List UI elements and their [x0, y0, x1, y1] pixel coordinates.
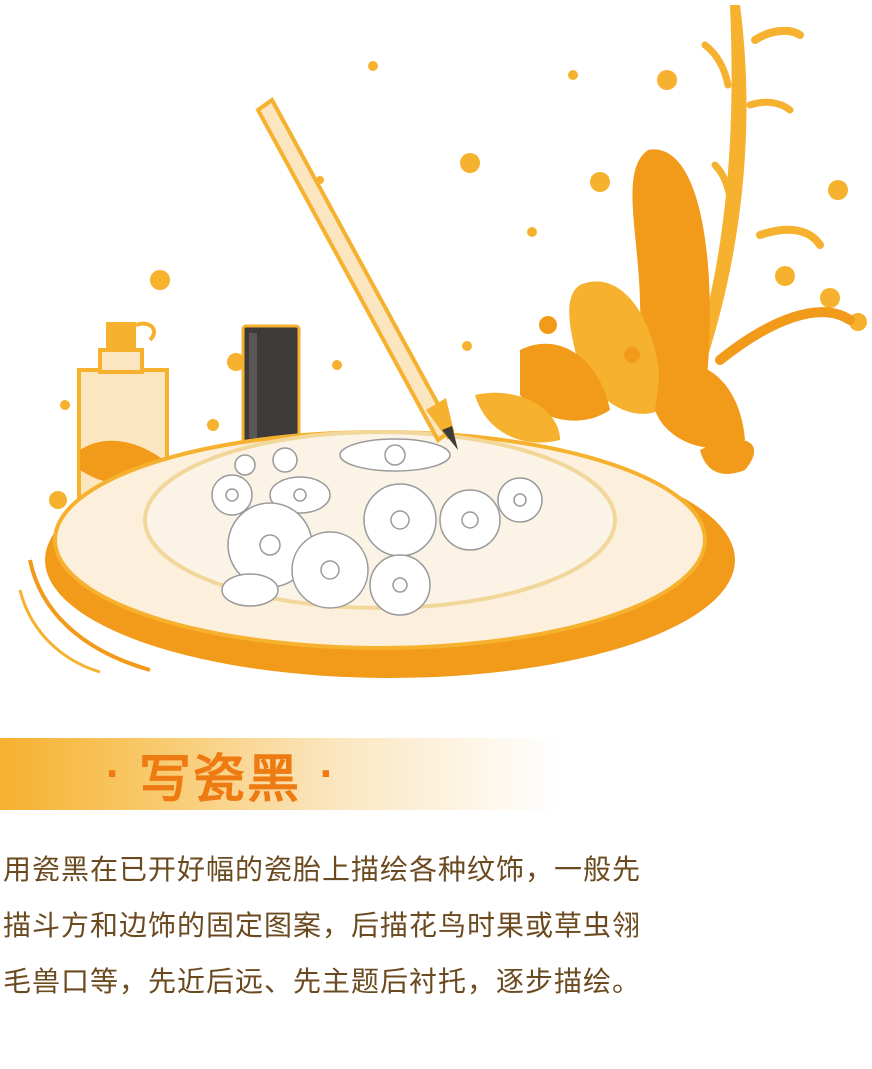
ink-bottle	[241, 324, 301, 448]
description: 用瓷黑在已开好幅的瓷胎上描绘各种纹饰，一般先 描斗方和边饰的固定图案，后描花鸟时…	[3, 842, 763, 1010]
porcelain-painting-illustration	[18, 5, 867, 678]
title-band	[0, 738, 560, 810]
description-line: 用瓷黑在已开好幅的瓷胎上描绘各种纹饰，一般先	[3, 853, 642, 886]
section-title: · 写瓷黑 ·	[0, 738, 440, 810]
floral-leaves	[475, 5, 855, 474]
decorative-dots	[49, 61, 867, 509]
description-line: 毛兽口等，先近后远、先主题后衬托，逐步描绘。	[3, 965, 642, 998]
title-label: 写瓷黑	[138, 749, 301, 810]
brush-pen	[255, 97, 458, 450]
title-dot-right: ·	[319, 753, 335, 795]
description-line: 描斗方和边饰的固定图案，后描花鸟时果或草虫翎	[3, 909, 642, 942]
floral-sketch	[211, 438, 543, 616]
title-dot-left: ·	[105, 753, 121, 795]
